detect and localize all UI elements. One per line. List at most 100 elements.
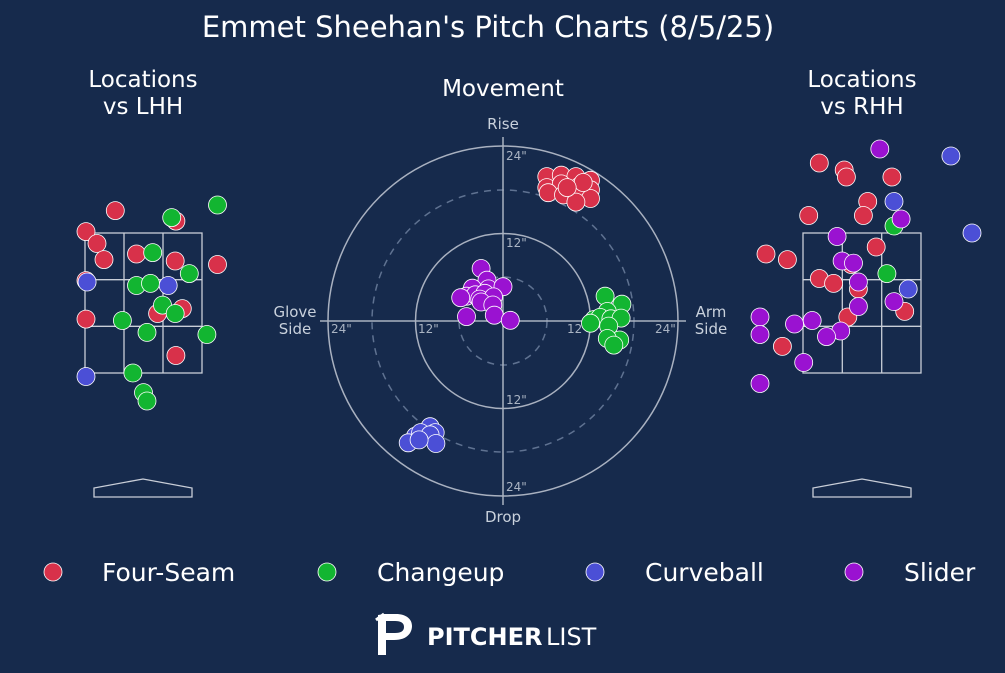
legend-marker-slider (844, 562, 864, 582)
movement-pitch-four-seam-13 (573, 173, 593, 192)
rise-label: Rise (487, 115, 519, 133)
lhh-pitch-four-seam-4 (127, 244, 146, 264)
rhh-pitch-slider-27 (844, 253, 863, 273)
rhh-title-line2: vs RHH (820, 94, 903, 120)
legend-marker-changeup (317, 562, 337, 582)
movement-pitch-slider-37 (451, 288, 471, 308)
rhh-pitch-curveball-19 (941, 146, 961, 166)
movement-pitch-curveball-49 (426, 434, 446, 453)
rhh-pitch-slider-25 (827, 227, 847, 246)
movement-pitch-four-seam-12 (566, 192, 586, 212)
movement-pitch-slider-41 (484, 305, 504, 325)
rhh-pitch-four-seam-12 (824, 273, 843, 293)
lhh-pitch-changeup-18 (141, 273, 160, 293)
lhh-pitch-four-seam-1 (76, 222, 96, 242)
pitcherlist-logo-icon (375, 612, 412, 655)
rhh-pitch-curveball-20 (884, 192, 904, 211)
ring-label-left-24: 24" (331, 322, 352, 336)
lhh-pitch-curveball-28 (158, 276, 178, 295)
ring-label-top-12: 12" (506, 236, 527, 250)
rhh-pitch-changeup-18 (877, 264, 897, 284)
rhh-pitch-slider-29 (884, 292, 904, 312)
rhh-pitch-slider-31 (802, 311, 822, 330)
ring-label-bottom-24: 24" (506, 480, 527, 494)
lhh-pitch-curveball-29 (76, 367, 96, 386)
legend-label-changeup: Changeup (377, 558, 504, 587)
rhh-pitch-four-seam-9 (778, 250, 797, 270)
rhh-home-plate (812, 478, 912, 498)
rhh-pitch-slider-23 (870, 139, 890, 159)
rhh-title-line1: Locations (807, 67, 916, 93)
ring-label-bottom-12: 12" (506, 393, 527, 407)
lhh-pitch-four-seam-6 (165, 251, 185, 271)
lhh-pitch-curveball-27 (77, 272, 97, 292)
rhh-pitch-four-seam-8 (756, 244, 776, 264)
lhh-pitch-four-seam-0 (105, 201, 125, 221)
movement-pitch-points (398, 165, 632, 453)
movement-title: Movement (442, 76, 564, 102)
legend-marker-curveball (585, 562, 605, 582)
lhh-pitch-changeup-23 (197, 325, 217, 344)
rhh-pitch-slider-24 (891, 209, 911, 229)
rhh-pitch-slider-37 (794, 353, 814, 372)
lhh-pitch-changeup-14 (208, 195, 227, 215)
rhh-pitch-points (750, 139, 982, 393)
lhh-pitch-changeup-13 (162, 208, 182, 228)
movement-pitch-slider-40 (457, 307, 476, 327)
lhh-pitch-four-seam-12 (166, 346, 186, 365)
rhh-pitch-curveball-21 (898, 279, 918, 299)
rhh-pitch-four-seam-3 (882, 167, 902, 187)
ring-label-top-24: 24" (506, 149, 527, 163)
arm-side-label-line2: Side (695, 320, 727, 338)
locations-rhh-panel: Locations vs RHH (750, 67, 982, 498)
lhh-title-line2: vs LHH (103, 94, 183, 120)
lhh-pitch-four-seam-2 (87, 234, 107, 253)
glove-side-label-line2: Side (279, 320, 311, 338)
movement-pitch-four-seam-14 (557, 178, 577, 198)
rhh-pitch-four-seam-0 (809, 153, 829, 173)
legend: Four-Seam Changeup Curveball Slider (43, 558, 976, 587)
glove-side-label-line1: Glove (273, 303, 316, 321)
rhh-pitch-slider-34 (817, 327, 836, 347)
ring-label-left-12: 12" (418, 322, 439, 336)
rhh-pitch-four-seam-6 (854, 206, 873, 225)
lhh-pitch-changeup-26 (137, 391, 157, 411)
movement-panel: Movement Rise Drop Glove Side Arm Side 2… (273, 76, 727, 526)
lhh-home-plate (93, 478, 193, 498)
legend-label-slider: Slider (904, 558, 976, 587)
brand-name-light: LIST (546, 623, 597, 651)
rhh-pitch-four-seam-2 (837, 167, 856, 187)
brand-name-bold: PITCHER (427, 623, 542, 651)
locations-lhh-panel: Locations vs LHH (76, 67, 227, 498)
movement-pitch-slider-42 (500, 310, 520, 330)
rhh-pitch-slider-36 (750, 325, 770, 344)
lhh-title-line1: Locations (88, 67, 197, 93)
lhh-pitch-points (76, 195, 227, 411)
lhh-pitch-changeup-16 (179, 264, 199, 284)
movement-pitch-curveball-50 (409, 430, 429, 450)
legend-marker-four-seam (43, 562, 63, 582)
rhh-strike-zone (802, 232, 922, 498)
rhh-pitch-slider-32 (785, 314, 804, 334)
lhh-pitch-changeup-15 (143, 243, 163, 263)
lhh-pitch-changeup-24 (123, 363, 143, 383)
rhh-zone-outline (802, 232, 922, 374)
lhh-pitch-changeup-22 (137, 322, 157, 342)
rhh-pitch-slider-30 (849, 297, 868, 316)
drop-label: Drop (485, 508, 521, 526)
arm-side-label-line1: Arm (696, 303, 727, 321)
pitcherlist-brand: PITCHER LIST (375, 612, 597, 655)
chart-title: Emmet Sheehan's Pitch Charts (8/5/25) (202, 10, 774, 44)
movement-pitch-changeup-26 (604, 335, 624, 355)
lhh-pitch-four-seam-11 (76, 309, 96, 329)
lhh-pitch-four-seam-7 (208, 255, 227, 274)
legend-label-four-seam: Four-Seam (102, 558, 235, 587)
movement-pitch-changeup-22 (581, 313, 600, 333)
legend-label-curveball: Curveball (645, 558, 764, 587)
rhh-pitch-slider-35 (750, 307, 770, 327)
rhh-pitch-curveball-22 (962, 223, 982, 243)
rhh-pitch-four-seam-7 (866, 237, 886, 257)
rhh-pitch-four-seam-16 (773, 336, 792, 356)
rhh-pitch-slider-38 (750, 374, 770, 393)
